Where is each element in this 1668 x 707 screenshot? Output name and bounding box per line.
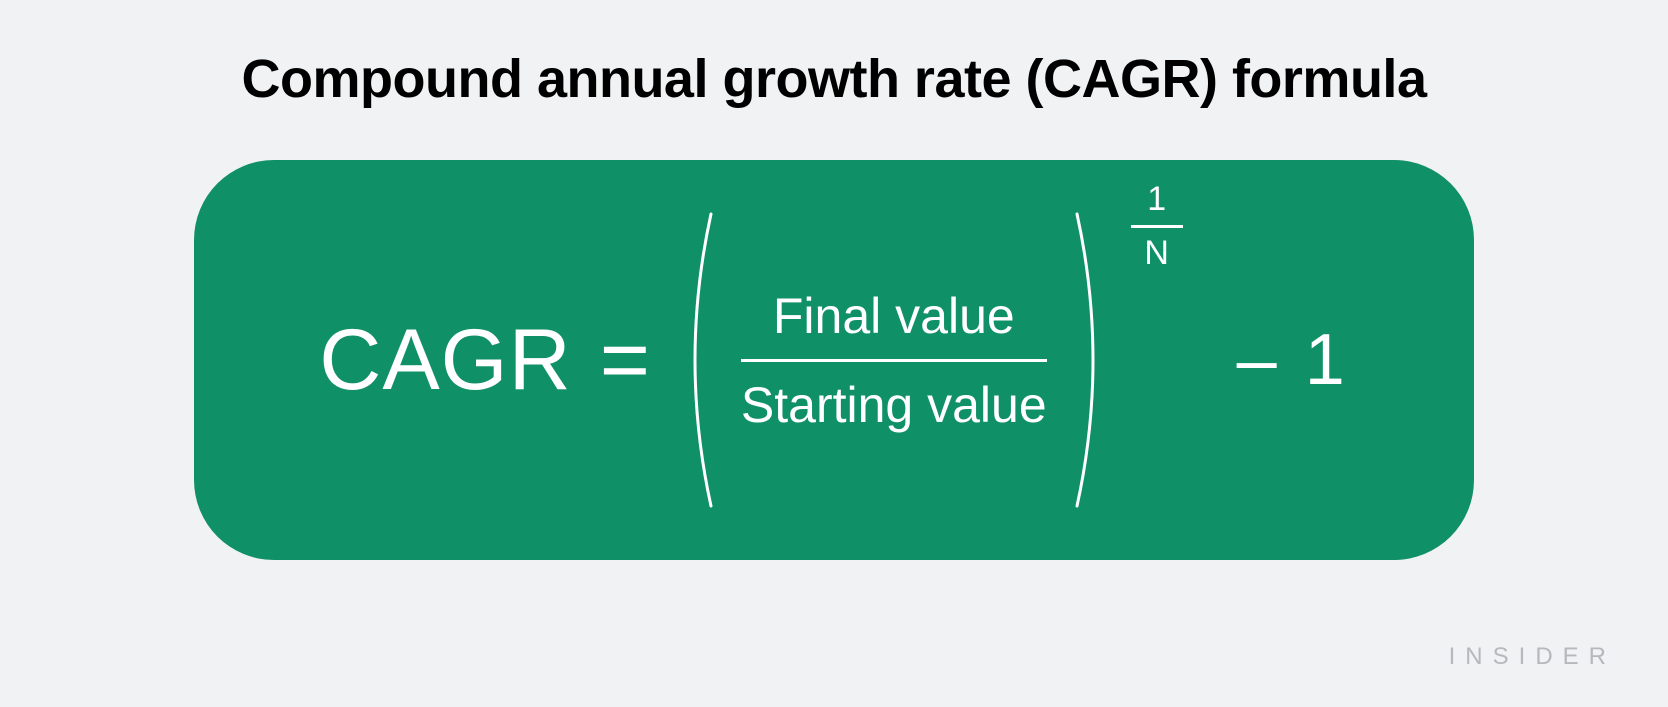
trailing-term: – 1 — [1237, 319, 1349, 401]
exponent-numerator: 1 — [1147, 180, 1166, 225]
watermark-label: INSIDER — [1449, 643, 1616, 671]
equals-sign: = — [600, 311, 651, 410]
formula-card: CAGR = Final value Starting value 1 — [194, 160, 1474, 560]
main-fraction: Final value Starting value — [717, 287, 1071, 434]
fraction-denominator: Starting value — [741, 362, 1047, 434]
left-paren-icon — [675, 210, 717, 510]
right-paren-icon — [1071, 210, 1113, 510]
exponent-denominator: N — [1144, 228, 1169, 273]
fraction-numerator: Final value — [773, 287, 1015, 359]
formula-lhs: CAGR = — [319, 311, 651, 410]
page-title: Compound annual growth rate (CAGR) formu… — [0, 0, 1668, 110]
paren-group: Final value Starting value 1 N — [675, 210, 1113, 510]
lhs-label: CAGR — [319, 311, 571, 410]
formula: CAGR = Final value Starting value 1 — [319, 210, 1349, 510]
exponent-fraction: 1 N — [1131, 180, 1183, 273]
